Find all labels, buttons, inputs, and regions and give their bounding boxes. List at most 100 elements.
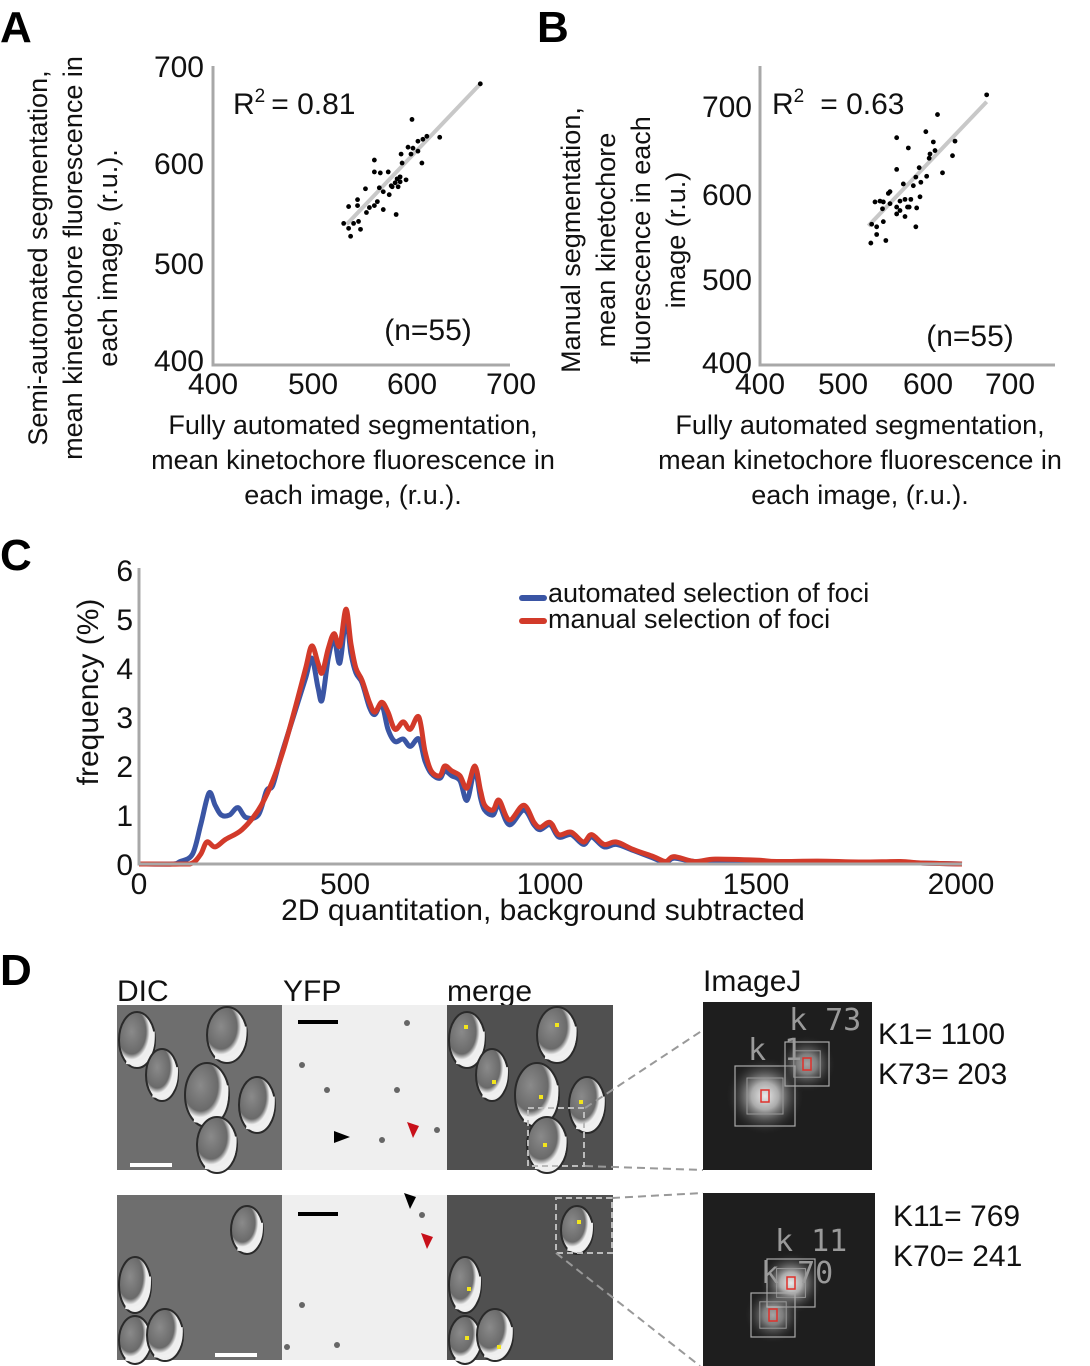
yeast-cell	[448, 1011, 486, 1069]
data-point	[386, 192, 392, 198]
scatter-chart-b: 700 600 500 400 400 500 600 700 R2 = 0.63…	[556, 66, 1062, 510]
data-point	[910, 183, 916, 189]
zoom-connector-line	[555, 1252, 701, 1366]
y-axis-label: image (r.u.)	[661, 172, 691, 309]
x-tick-label: 400	[735, 368, 785, 401]
data-point	[880, 219, 886, 225]
data-point	[364, 210, 369, 215]
y-axis-label: fluorescence in each	[626, 116, 656, 364]
cell-highlight	[523, 1085, 559, 1123]
data-point	[984, 92, 990, 98]
data-point	[403, 177, 409, 183]
data-point	[392, 180, 398, 186]
cell-highlight	[204, 1136, 237, 1170]
data-point	[918, 179, 924, 185]
fluorescent-spot	[299, 1302, 305, 1308]
roi-label: k 73	[789, 1003, 861, 1038]
data-point	[405, 144, 411, 150]
yfp-spot	[539, 1095, 543, 1099]
column-label-imagej: ImageJ	[703, 965, 801, 998]
image-row: k 11k 70	[117, 1192, 875, 1366]
cell-highlight	[567, 1222, 593, 1252]
x-axis-label: 2D quantitation, background subtracted	[281, 894, 805, 927]
panel-label-a: A	[0, 3, 32, 52]
data-point	[424, 133, 430, 139]
x-tick-label: 2000	[928, 868, 995, 901]
yfp-spot	[579, 1100, 583, 1104]
data-point	[355, 197, 360, 203]
zoom-connector-line	[584, 1029, 704, 1109]
cell-highlight	[237, 1222, 263, 1252]
yeast-cell	[448, 1256, 482, 1314]
axes-a	[211, 66, 510, 367]
data-point	[930, 139, 936, 145]
line-chart-c: 0 1 2 3 4 5 6 0 500 1000 1500 2000 2D qu…	[72, 555, 994, 927]
data-point	[419, 160, 425, 166]
data-point	[437, 134, 443, 140]
data-point	[900, 181, 906, 187]
y-tick-label: 4	[116, 653, 133, 686]
roi-box	[750, 1292, 796, 1338]
data-point	[885, 190, 891, 196]
data-point	[940, 170, 945, 176]
yeast-cell	[145, 1048, 179, 1102]
yfp-spot	[464, 1025, 468, 1029]
data-point	[908, 196, 914, 202]
data-point	[477, 81, 483, 87]
n-annotation: (n=55)	[926, 320, 1014, 353]
roi-box	[734, 1065, 796, 1127]
column-label-merge: merge	[447, 975, 532, 1008]
scale-bar	[298, 1212, 338, 1216]
data-point	[371, 169, 377, 175]
roi-label: k 1	[748, 1033, 802, 1068]
data-point	[874, 224, 880, 230]
cell-highlight	[455, 1276, 481, 1310]
data-point	[913, 224, 919, 230]
roi-label: k 11	[775, 1224, 847, 1259]
microscopy-panel-d: DIC YFP merge ImageJ k 1k 73 k 11k 70 K1=…	[117, 965, 1022, 1366]
zoom-region-box	[555, 1197, 613, 1254]
data-point	[914, 205, 920, 211]
x-tick-label: 600	[387, 368, 437, 401]
yeast-cell	[118, 1256, 152, 1314]
yeast-cell	[560, 1205, 594, 1255]
data-point	[393, 212, 399, 217]
series-line-automated	[138, 616, 963, 867]
roi-box-red	[786, 1276, 796, 1290]
data-point	[874, 232, 880, 237]
fluorescent-spot	[324, 1087, 330, 1093]
data-point	[913, 174, 919, 180]
legend-label-automated: automated selection of foci	[548, 578, 869, 608]
yfp-spot	[543, 1143, 547, 1147]
data-point	[356, 219, 361, 224]
data-point	[389, 184, 395, 190]
data-point	[397, 179, 403, 185]
n-annotation: (n=55)	[384, 314, 472, 347]
data-point	[897, 198, 903, 204]
data-point	[902, 196, 908, 202]
data-point	[415, 148, 421, 154]
x-tick-label: 700	[985, 368, 1035, 401]
zoom-region-box	[527, 1107, 585, 1167]
roi-box	[784, 1041, 830, 1087]
data-point	[377, 170, 383, 176]
cell-highlight	[214, 1026, 247, 1060]
data-point	[894, 211, 900, 217]
yeast-cell	[196, 1116, 238, 1174]
yeast-cell	[206, 1006, 248, 1064]
data-point	[880, 199, 886, 205]
panel-label-b: B	[537, 3, 569, 52]
data-point	[905, 145, 911, 151]
data-point	[887, 201, 893, 207]
cell-highlight	[455, 1031, 485, 1065]
data-point	[358, 226, 363, 232]
yfp-spot	[492, 1080, 496, 1084]
scale-bar	[215, 1353, 257, 1357]
yfp-spot	[577, 1220, 581, 1224]
data-point	[932, 148, 938, 153]
yeast-cell	[146, 1308, 184, 1362]
y-axis-label: frequency (%)	[72, 599, 105, 786]
y-tick-label: 5	[116, 604, 133, 637]
yeast-cell	[568, 1076, 606, 1134]
y-tick-label: 3	[116, 702, 133, 735]
